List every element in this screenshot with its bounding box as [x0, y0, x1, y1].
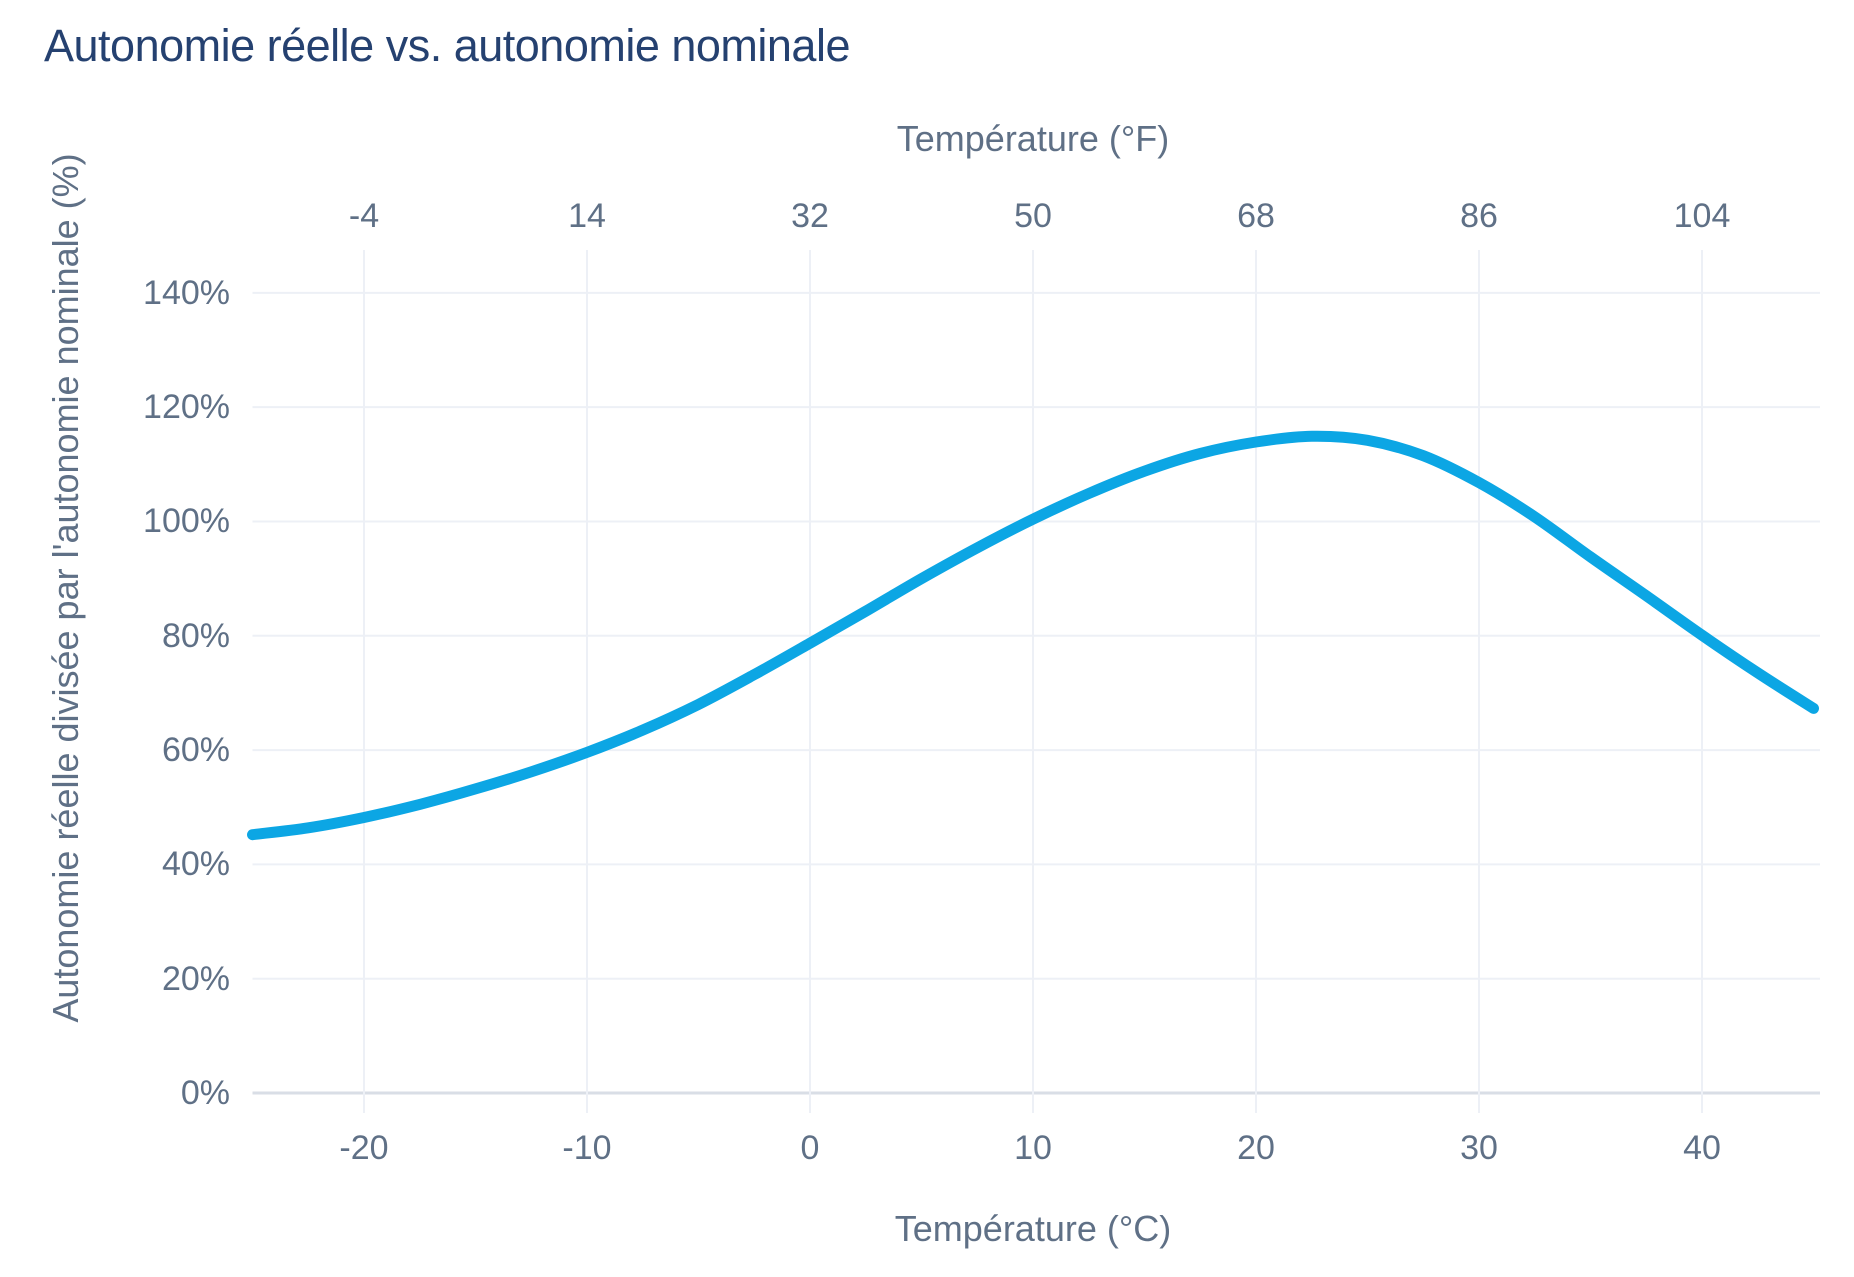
y-tick-label: 0% [180, 1074, 230, 1112]
x-tick-label-top: -4 [348, 197, 380, 235]
x-tick-label-top: 86 [1460, 197, 1498, 235]
x-tick-label-top: 68 [1237, 197, 1275, 235]
x-tick-label-bottom: -10 [562, 1129, 612, 1167]
chart-title: Autonomie réelle vs. autonomie nominale [44, 20, 850, 71]
y-tick-label: 80% [161, 616, 230, 655]
x-tick-label-bottom: 10 [1014, 1129, 1052, 1167]
x-tick-label-bottom: 0 [800, 1129, 820, 1167]
x-tick-label-top: 104 [1673, 197, 1731, 235]
x-tick-label-bottom: -20 [339, 1129, 389, 1167]
x-tick-label-bottom: 30 [1460, 1129, 1498, 1167]
y-tick-label: 100% [143, 502, 230, 541]
y-tick-label: 60% [161, 731, 230, 770]
y-tick-label: 20% [161, 959, 230, 998]
y-tick-label: 40% [161, 845, 230, 884]
y-tick-label: 140% [143, 273, 230, 312]
y-tick-label: 120% [143, 388, 230, 427]
series-line [247, 430, 1819, 841]
x-tick-label-bottom: 40 [1683, 1129, 1721, 1167]
x-tick-label-top: 14 [568, 197, 606, 235]
x-axis-bottom-label: Température (°C) [894, 1208, 1172, 1249]
x-axis-top-label: Température (°F) [896, 118, 1170, 159]
x-tick-label-bottom: 20 [1237, 1129, 1275, 1167]
x-tick-label-top: 50 [1014, 197, 1052, 235]
x-tick-label-top: 32 [791, 197, 829, 235]
